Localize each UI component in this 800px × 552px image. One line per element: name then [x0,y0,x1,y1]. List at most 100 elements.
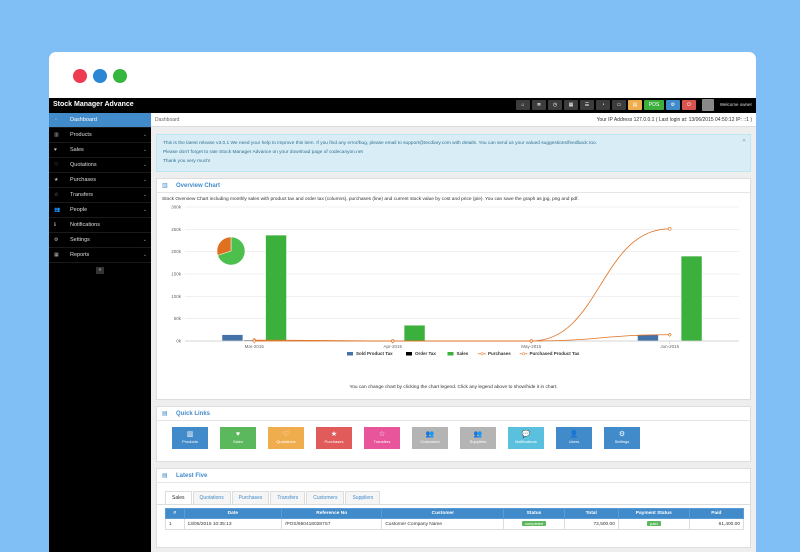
quick-links-header: ▤ Quick Links [157,407,750,421]
quick-link-quotations[interactable]: ♡ Quotations [268,427,304,449]
quick-link-label: Quotations [276,439,296,444]
pos-button[interactable]: POS [644,100,664,110]
row-status-cell: completed [503,518,565,530]
collapse-sidebar-button[interactable]: « [96,267,104,274]
quick-link-users[interactable]: 👤 Users [556,427,592,449]
signout-icon[interactable]: ⏻ [682,100,696,110]
chart-note: You can change chart by clicking the cha… [349,385,558,390]
column-header[interactable]: Payment Status [617,508,690,519]
line-purchased-product-tax [254,334,670,342]
main-content: Dashboard Your IP Address 127.0.0.1 ( La… [151,113,756,552]
star-icon: ★ [330,431,338,438]
sidebar-item-label: Dashboard [70,117,97,123]
sidebar-item-settings[interactable]: ⚙ Settings ⌄ [49,233,151,248]
quick-link-settings[interactable]: ⚙ Settings [604,427,640,449]
sidebar-item-purchases[interactable]: ★ Purchases ⌄ [49,173,151,188]
sidebar-item-notifications[interactable]: ℹ Notifications [49,218,151,233]
star-icon: ★ [54,177,59,183]
tab-customers[interactable]: Customers [306,491,345,504]
row-date: 13/06/2015 10:35:13 [183,518,283,530]
chevron-down-icon: ⌄ [142,237,147,243]
y-tick-label: 0k [176,339,182,344]
close-alert-icon[interactable]: ✕ [741,139,746,144]
legend-swatch [347,352,353,356]
calendar-icon[interactable]: ▦ [564,100,578,110]
quick-link-label: Settings [614,439,630,444]
toolbar: ⌂ ≣ ◷ ▦ ☰ ◔ ▭ ▤ POS ⚙ ⏻ [516,100,696,110]
chevron-down-icon: ⌄ [142,132,147,138]
column-header[interactable]: Paid [688,508,745,519]
bar-chart-icon: ▥ [162,183,168,189]
x-tick-label: May-2015 [521,344,542,349]
sidebar-item-reports[interactable]: ▦ Reports ⌄ [49,248,151,263]
sidebar-item-label: Products [70,132,92,138]
quick-link-notifications[interactable]: 💬 Notifications [508,427,544,449]
sidebar-item-products[interactable]: ▥ Products ⌄ [49,128,151,143]
tab-quotations[interactable]: Quotations [192,491,231,504]
close-dot[interactable] [73,69,87,83]
clock-icon[interactable]: ◷ [548,100,562,110]
quick-link-transfers[interactable]: ☆ Transfers [364,427,400,449]
dashboard-icon[interactable]: ◔ [596,100,610,110]
column-header[interactable]: # [165,508,185,519]
y-tick-label: 100k [171,294,182,299]
column-header[interactable]: Total [563,508,619,519]
quick-link-suppliers[interactable]: 👥 Suppliers [460,427,496,449]
quick-links-row: ▥ Products ♥ Sales ♡ Quotations ★ Purchases ☆ Tra… [157,421,750,449]
chevron-down-icon: ⌄ [142,207,147,213]
sidebar-item-quotations[interactable]: ♡ Quotations ⌄ [49,158,151,173]
app-title[interactable]: Stock Manager Advance [53,101,134,108]
welcome-text[interactable]: Welcome owner [719,102,752,107]
list-icon[interactable]: ☰ [580,100,594,110]
quick-link-purchases[interactable]: ★ Purchases [316,427,352,449]
column-header[interactable]: Customer [381,508,505,519]
tab-suppliers[interactable]: Suppliers [345,491,381,504]
users-icon: 👥 [425,431,435,438]
point-purchased-product-tax [252,338,257,344]
bars-icon[interactable]: ▤ [628,100,642,110]
column-header[interactable]: Status [503,508,565,519]
breadcrumb-current[interactable]: Dashboard [155,117,180,123]
chart-icon: ▦ [54,252,59,258]
tab-purchases[interactable]: Purchases [231,491,270,504]
sidebar-item-label: Transfers [70,192,94,198]
sitemap-icon[interactable]: ≣ [532,100,546,110]
avatar[interactable] [702,99,714,111]
alert-line: Please don't forget to rate Stock Manage… [163,150,363,155]
minimize-dot[interactable] [93,69,107,83]
tab-transfers[interactable]: Transfers [270,491,306,504]
chevron-down-icon: ⌄ [142,162,147,168]
quick-link-sales[interactable]: ♥ Sales [220,427,256,449]
legend-label: Order Tax [415,351,436,356]
row-number: 1 [165,518,185,530]
table-row[interactable]: 1 13/06/2015 10:35:13/POS/9504180287S7 Cus… [165,518,745,530]
browser-window: Stock Manager Advance ⌂ ≣ ◷ ▦ ☰ ◔ ▭ ▤ PO… [49,52,756,552]
legend-label: Purchased Product Tax [530,351,580,356]
home-icon[interactable]: ⌂ [516,100,530,110]
info-alert: ✕ This is the latest release v3.0.1 We n… [156,134,751,172]
sidebar-item-sales[interactable]: ♥ Sales ⌄ [49,143,151,158]
sidebar-item-transfers[interactable]: ☆ Transfers ⌄ [49,188,151,203]
y-tick-label: 250k [171,227,182,232]
sidebar-item-label: Quotations [70,162,97,168]
overview-description: Stock Overview Chart including monthly s… [162,197,579,202]
column-header[interactable]: Reference No [281,508,383,519]
quick-link-products[interactable]: ▥ Products [172,427,208,449]
y-tick-label: 200k [171,249,182,254]
alert-line: This is the latest release v3.0.1 We nee… [163,141,597,146]
tag-icon[interactable]: ▭ [612,100,626,110]
column-header[interactable]: Date [183,508,283,519]
quick-link-label: Customers [420,439,440,444]
line-purchases [254,228,670,342]
latest-five-box: ▤ Latest Five Sales Quotations Purchases Tra… [156,468,751,548]
overview-title: Overview Chart [176,182,221,189]
settings-icon[interactable]: ⚙ [666,100,680,110]
sidebar-item-dashboard[interactable]: ◔ Dashboard [49,113,151,128]
sidebar-item-people[interactable]: 👥 People ⌄ [49,203,151,218]
sidebar-item-label: Sales [70,147,84,153]
maximize-dot[interactable] [113,69,127,83]
heart-o-icon: ♡ [282,431,290,438]
tab-sales[interactable]: Sales [165,491,192,504]
status-badge: completed [521,521,547,526]
quick-link-customers[interactable]: 👥 Customers [412,427,448,449]
